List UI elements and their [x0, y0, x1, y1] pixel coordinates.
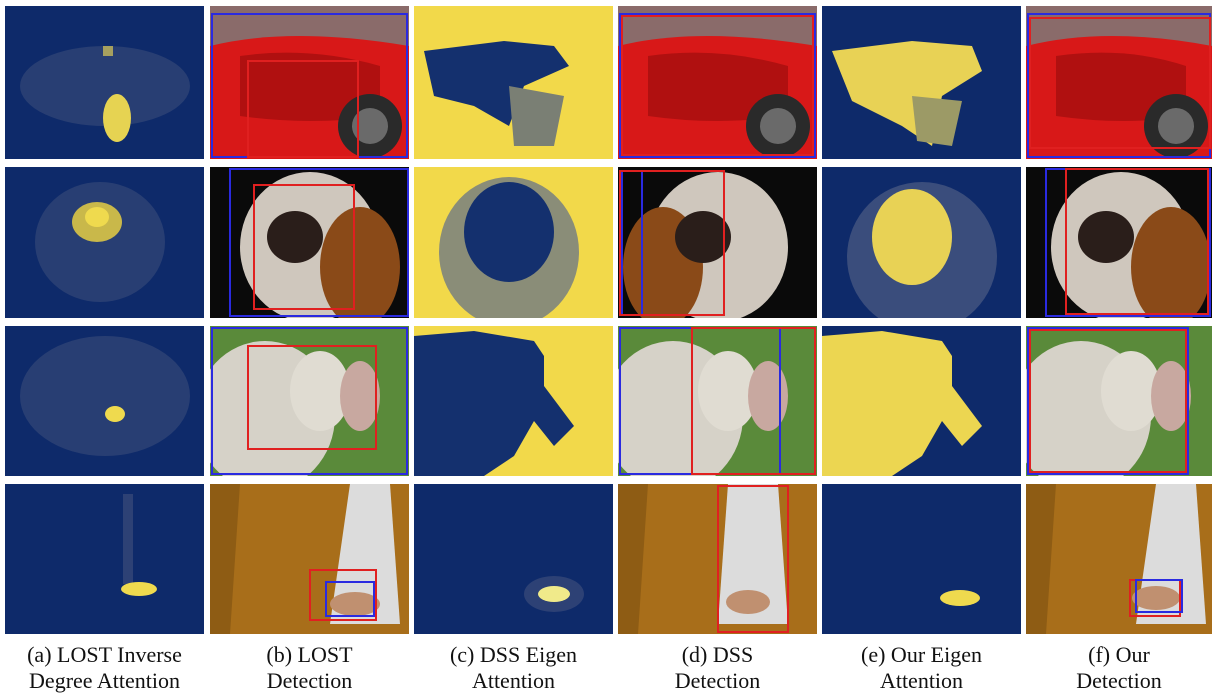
our-detection-cow — [1026, 326, 1212, 476]
red-box — [247, 345, 377, 450]
lost-detection-cat — [210, 484, 409, 634]
caption-line: Detection — [1076, 668, 1162, 693]
dog-photo — [618, 167, 817, 318]
our-attention-dog — [822, 167, 1021, 318]
caption-line: (b) LOST — [266, 642, 353, 667]
caption-f: (f) Our Detection — [1026, 642, 1212, 694]
our-detection-dog — [1026, 167, 1212, 318]
attention-map-image — [5, 6, 204, 159]
dog-photo — [1026, 167, 1212, 318]
red-box — [247, 60, 359, 158]
red-box — [619, 170, 725, 316]
attention-map-image — [822, 6, 1021, 159]
red-box — [717, 485, 789, 633]
red-box — [1029, 17, 1211, 149]
attention-map-image — [414, 6, 613, 159]
caption-line: (c) DSS Eigen — [449, 642, 578, 667]
attention-map-image — [414, 326, 613, 476]
cow-photo — [210, 326, 409, 476]
dss-detection-cow — [618, 326, 817, 476]
red-box — [309, 569, 377, 621]
our-attention-car — [822, 6, 1021, 159]
dog-photo — [210, 167, 409, 318]
dss-attention-dog — [414, 167, 613, 318]
attention-map-image — [822, 484, 1021, 634]
our-attention-cat — [822, 484, 1021, 634]
lost-detection-cow — [210, 326, 409, 476]
dss-detection-cat — [618, 484, 817, 634]
attention-map-image — [822, 326, 1021, 476]
cow-photo — [1026, 326, 1212, 476]
car-photo — [210, 6, 409, 159]
caption-b: (b) LOST Detection — [210, 642, 409, 694]
attention-map-image — [414, 484, 613, 634]
red-box — [691, 327, 816, 475]
cow-photo — [618, 326, 817, 476]
caption-line: Attention — [879, 668, 964, 693]
blue-box — [229, 168, 409, 317]
blue-box — [325, 581, 375, 617]
caption-line: (e) Our Eigen — [861, 642, 982, 667]
caption-line: (f) Our — [1088, 642, 1150, 667]
caption-line: (d) DSS — [681, 642, 754, 667]
blue-box — [619, 13, 816, 158]
caption-line: Attention — [471, 668, 556, 693]
caption-c: (c) DSS Eigen Attention — [414, 642, 613, 694]
red-box — [1065, 168, 1209, 315]
our-detection-car — [1026, 6, 1212, 159]
cat-photo — [1026, 484, 1212, 634]
car-photo — [618, 6, 817, 159]
caption-line: Degree Attention — [29, 668, 180, 693]
dss-attention-car — [414, 6, 613, 159]
dss-detection-dog — [618, 167, 817, 318]
lost-attention-car — [5, 6, 204, 159]
our-detection-cat — [1026, 484, 1212, 634]
red-box — [621, 15, 814, 156]
attention-map-image — [5, 167, 204, 318]
attention-map-image — [414, 167, 613, 318]
blue-box — [1027, 327, 1189, 475]
cat-photo — [618, 484, 817, 634]
caption-e: (e) Our Eigen Attention — [822, 642, 1021, 694]
blue-box — [211, 327, 408, 475]
dss-detection-car — [618, 6, 817, 159]
lost-attention-dog — [5, 167, 204, 318]
attention-map-image — [822, 167, 1021, 318]
dss-attention-cat — [414, 484, 613, 634]
cat-photo — [210, 484, 409, 634]
attention-map-image — [5, 326, 204, 476]
red-box — [253, 184, 355, 310]
lost-detection-car — [210, 6, 409, 159]
caption-a: (a) LOST Inverse Degree Attention — [5, 642, 204, 694]
car-photo — [1026, 6, 1212, 159]
lost-attention-cow — [5, 326, 204, 476]
attention-map-image — [5, 484, 204, 634]
caption-line: Detection — [674, 668, 761, 693]
dss-attention-cow — [414, 326, 613, 476]
lost-detection-dog — [210, 167, 409, 318]
blue-box — [1135, 579, 1183, 613]
lost-attention-cat — [5, 484, 204, 634]
caption-line: Detection — [266, 668, 353, 693]
red-box — [1029, 329, 1187, 473]
our-attention-cow — [822, 326, 1021, 476]
caption-line: (a) LOST Inverse — [27, 642, 182, 667]
caption-d: (d) DSS Detection — [618, 642, 817, 694]
